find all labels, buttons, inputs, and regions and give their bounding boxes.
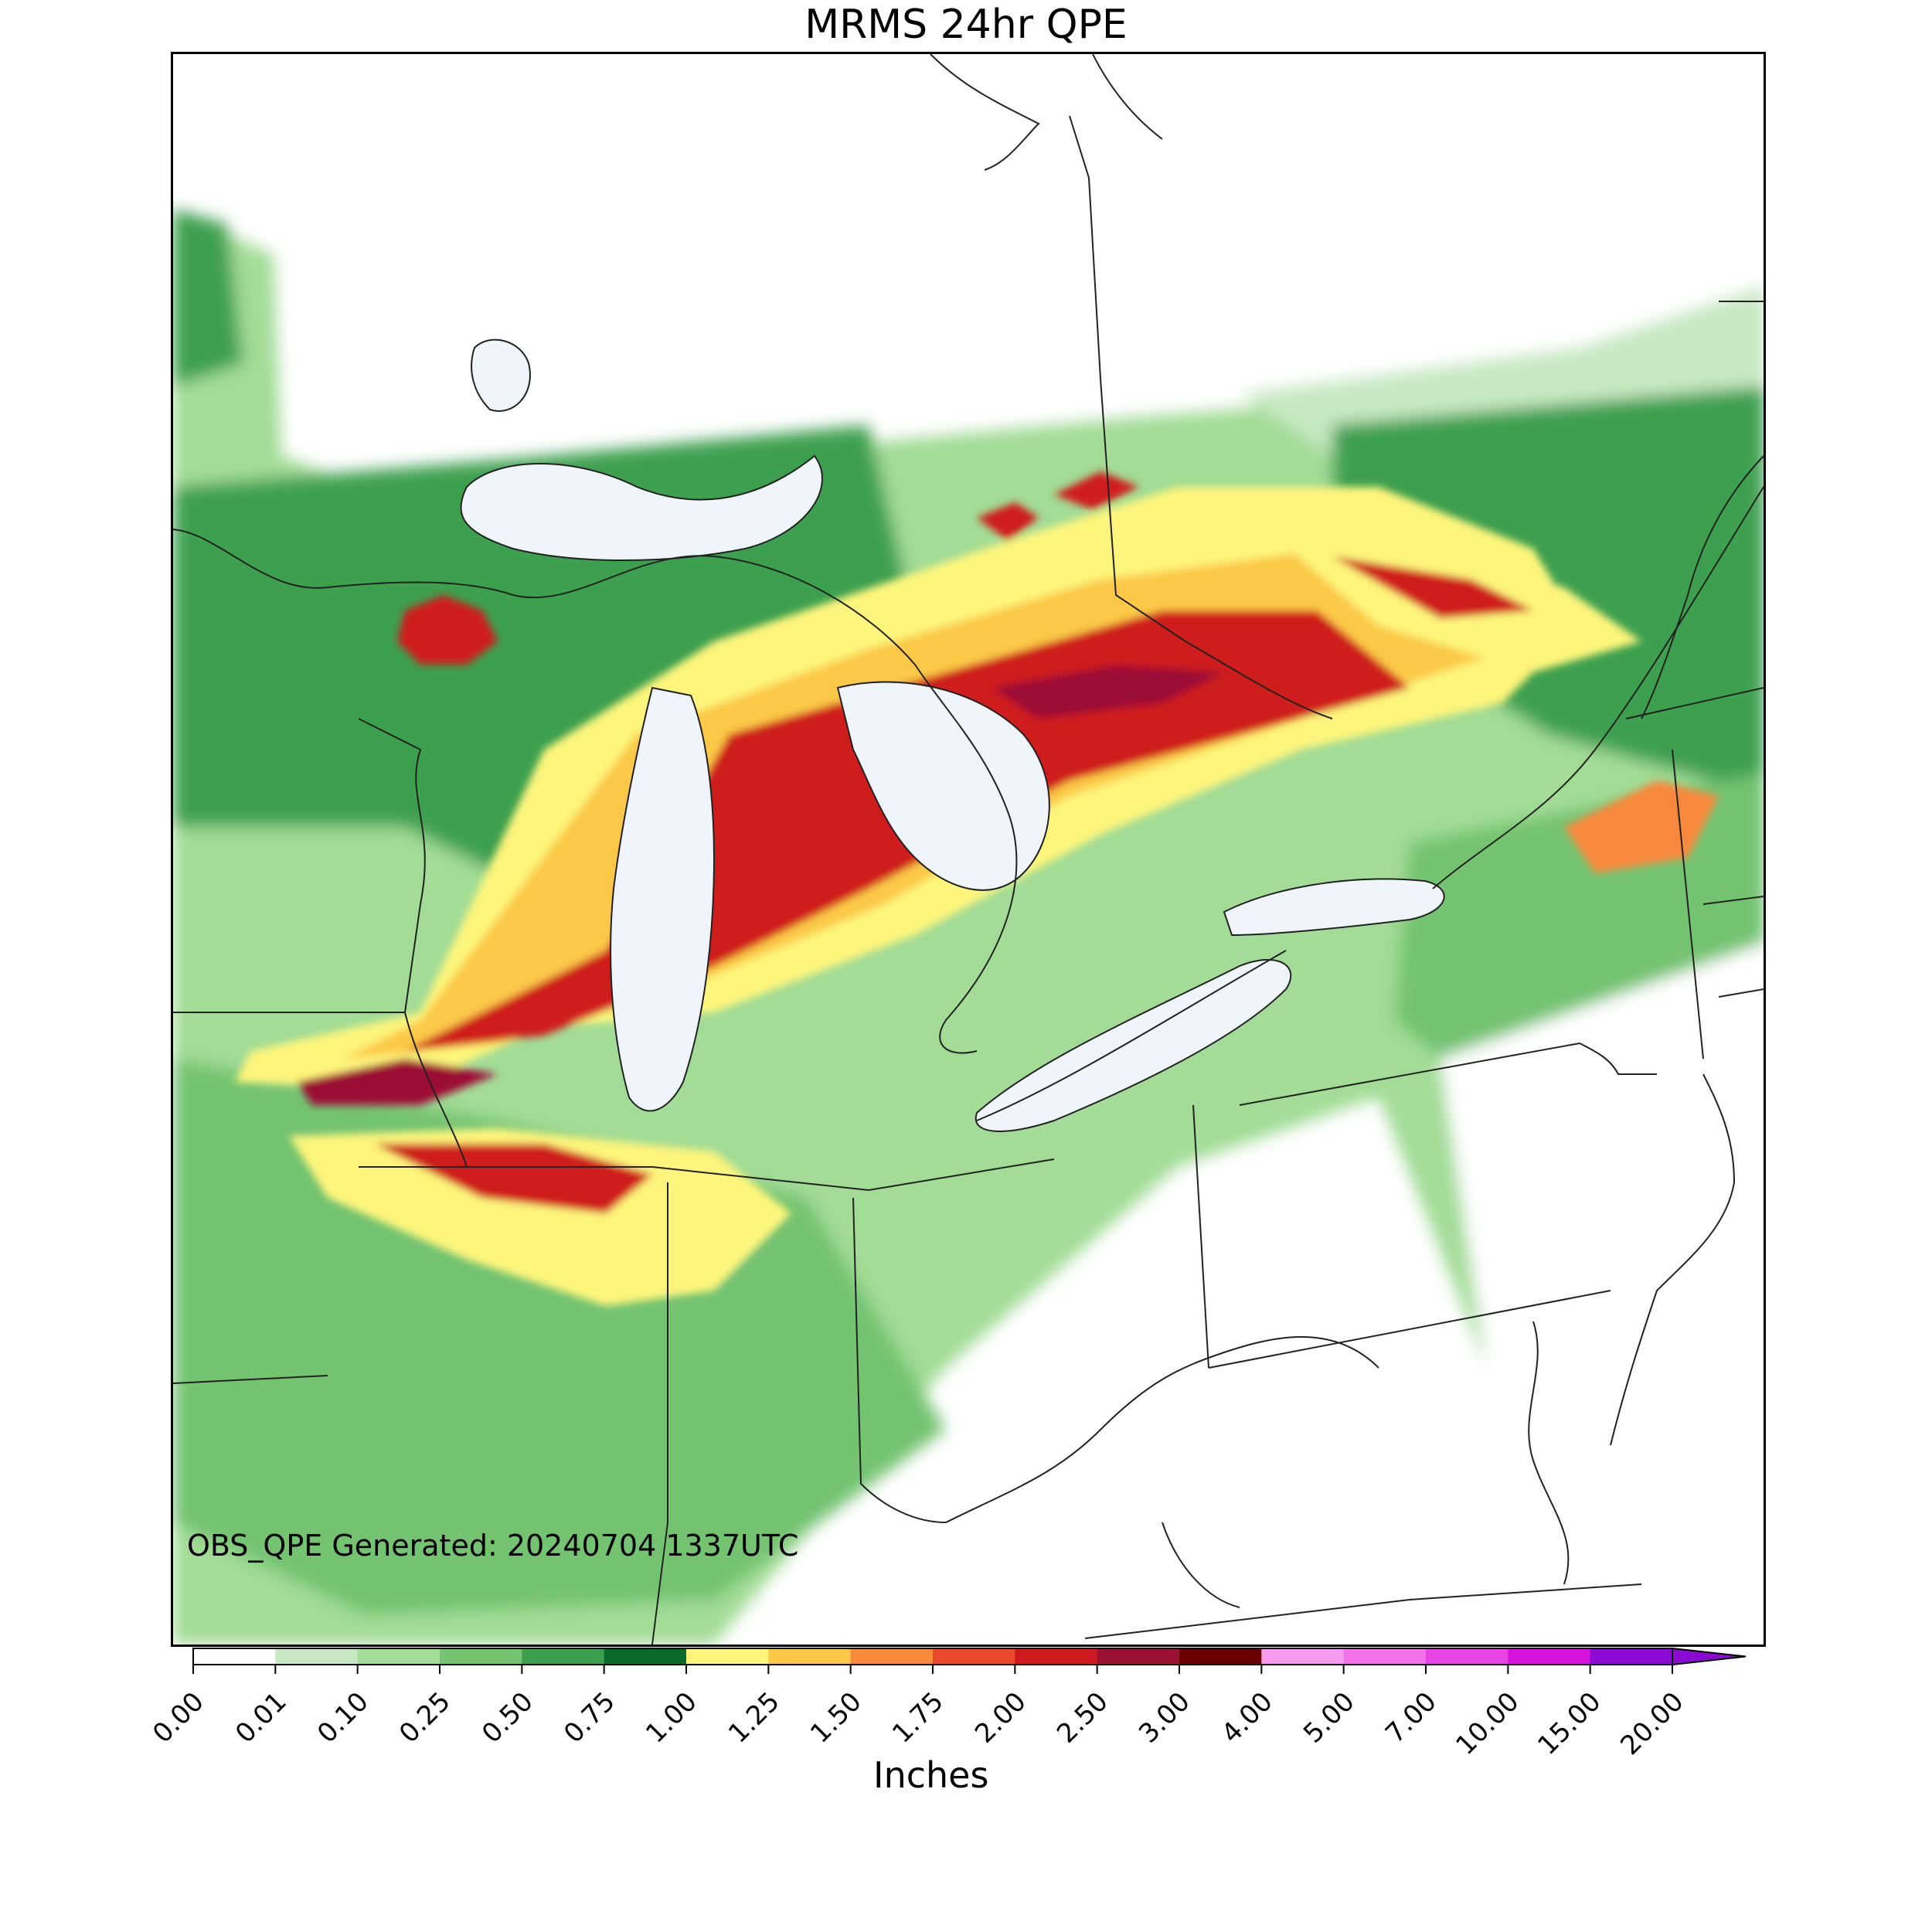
colorbar-segment xyxy=(1015,1648,1098,1665)
map-title: MRMS 24hr QPE xyxy=(804,2,1128,48)
coast-atlantic xyxy=(1528,1073,1736,1585)
colorbar-segment xyxy=(604,1648,687,1665)
border-quebec-north xyxy=(930,54,1163,171)
colorbar-segment xyxy=(933,1648,1015,1665)
band-ne-red xyxy=(1332,556,1533,618)
colorbar-segment xyxy=(1261,1648,1345,1665)
border-mn-wi xyxy=(173,718,468,1168)
lake-ontario xyxy=(1223,878,1445,937)
band-east-orange xyxy=(1564,781,1719,873)
band-southwest-red xyxy=(374,1144,652,1213)
colorbar-segment xyxy=(1097,1648,1180,1665)
cell-superior-red xyxy=(397,595,498,665)
precip-nw-corner xyxy=(173,209,243,386)
colorbar xyxy=(192,1647,1747,1674)
border-wi-il xyxy=(359,1158,1055,1192)
cell-north-red-2 xyxy=(1054,471,1139,510)
colorbar-segment xyxy=(1179,1648,1262,1665)
lake-erie xyxy=(975,959,1292,1132)
border-il-in xyxy=(651,1182,668,1645)
precipitation-map xyxy=(173,54,1764,1645)
border-ny-pa xyxy=(1239,1042,1657,1106)
map-frame[interactable] xyxy=(171,52,1766,1647)
band-darkred-west xyxy=(297,1059,498,1105)
colorbar-segment xyxy=(1590,1648,1673,1665)
band-southwest-yellow xyxy=(289,1128,791,1306)
colorbar-segment xyxy=(522,1648,605,1665)
border-new-england xyxy=(1625,687,1764,1060)
colorbar-segment xyxy=(768,1648,852,1665)
colorbar-segment xyxy=(850,1648,934,1665)
colorbar-segment xyxy=(440,1648,522,1665)
border-us-canada xyxy=(173,486,1764,1121)
border-oh-pa xyxy=(1192,1104,1209,1369)
colorbar-label: Inches xyxy=(873,1754,989,1796)
cell-north-red-1 xyxy=(977,502,1039,541)
border-in-oh xyxy=(852,1197,947,1523)
colorbar-extend-arrow xyxy=(1672,1647,1747,1666)
lake-michigan xyxy=(610,686,716,1112)
colorbar-segment xyxy=(1426,1648,1509,1665)
lake-nipigon xyxy=(471,338,531,412)
lakes xyxy=(460,338,1445,1132)
colorbar-segment xyxy=(686,1648,769,1665)
border-wv xyxy=(945,1336,1379,1608)
colorbar-segment xyxy=(193,1648,276,1665)
precip-white-gap xyxy=(1440,943,1764,1368)
border-ky-tn xyxy=(1084,1583,1642,1639)
boundaries xyxy=(173,54,1764,1645)
colorbar-segment xyxy=(1343,1648,1427,1665)
border-ia-mo xyxy=(173,1375,328,1384)
colorbar-segment xyxy=(357,1648,440,1665)
generated-timestamp: OBS_QPE Generated: 20240704 1337UTC xyxy=(187,1529,799,1563)
coast-ne-north xyxy=(1641,301,1764,719)
lake-huron xyxy=(836,681,1050,891)
colorbar-segment xyxy=(1508,1648,1591,1665)
colorbar-segment xyxy=(275,1648,359,1665)
border-ontario-quebec xyxy=(1069,115,1333,719)
lake-superior xyxy=(460,454,823,561)
border-pa-md xyxy=(1208,1290,1611,1369)
band-darkred-core xyxy=(992,665,1224,719)
